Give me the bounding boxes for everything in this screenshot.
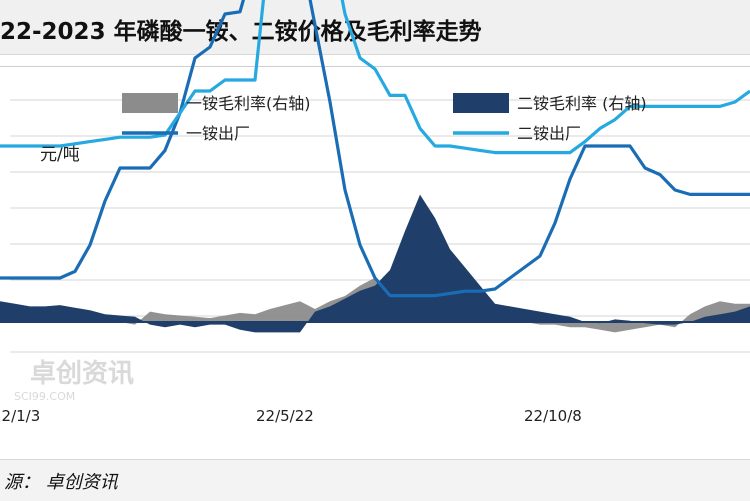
- unit-label: 元/吨: [40, 145, 80, 165]
- watermark-name: 卓创资讯: [30, 359, 134, 389]
- x-tick-label-0: 22/1/3: [0, 407, 40, 425]
- legend-label-2: 一铵出厂: [186, 124, 250, 143]
- chart-frame: [0, 66, 750, 457]
- legend-swatch-1: [453, 93, 509, 113]
- chart-title-bar: 22-2023 年磷酸一铵、二铵价格及毛利率走势: [0, 0, 750, 55]
- chart-title: 22-2023 年磷酸一铵、二铵价格及毛利率走势: [0, 19, 482, 45]
- area-series-1: [0, 194, 750, 333]
- legend-label-3: 二铵出厂: [517, 124, 581, 143]
- x-tick-label-1: 22/5/22: [256, 407, 314, 425]
- price-lines: [0, 0, 750, 298]
- legend-label-0: 一铵毛利率(右轴): [186, 94, 311, 113]
- x-tick-label-2: 22/10/8: [524, 407, 582, 425]
- source-bar: 源： 卓创资讯: [0, 459, 750, 501]
- margin-areas: [0, 194, 750, 333]
- line-series-1: [0, 0, 750, 155]
- line-series-0: [0, 0, 750, 298]
- x-tick-labels: 22/1/3 22/5/22 22/10/8: [0, 407, 582, 425]
- legend: 一铵毛利率(右轴) 二铵毛利率 (右轴) 一铵出厂 二铵出厂: [122, 93, 647, 143]
- legend-swatch-0: [122, 93, 178, 113]
- source-note: 源： 卓创资讯: [4, 472, 118, 493]
- watermark-site: SCI99.COM: [14, 390, 75, 403]
- legend-label-1: 二铵毛利率 (右轴): [517, 94, 647, 113]
